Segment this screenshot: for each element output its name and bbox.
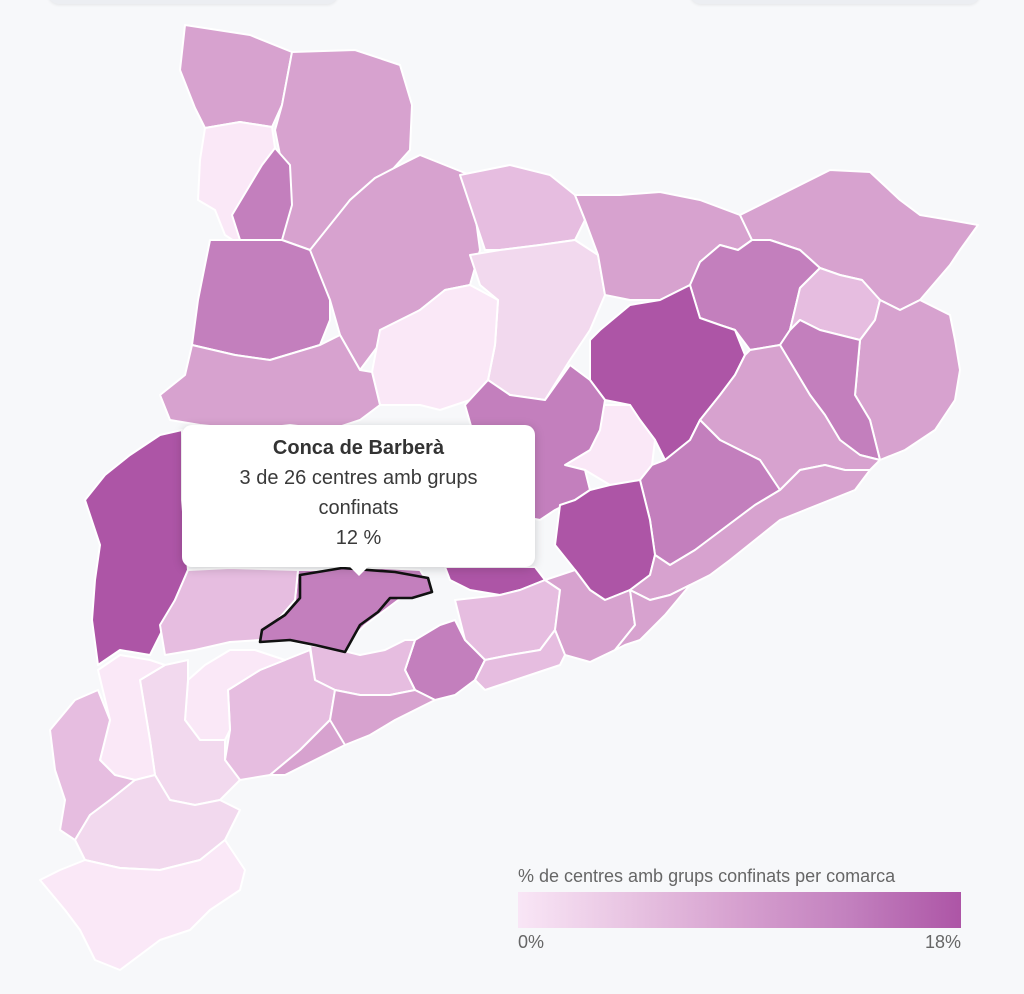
comarca-region[interactable] — [474, 629, 566, 691]
comarca-region[interactable] — [269, 719, 346, 776]
region-tooltip: Conca de Barberà 3 de 26 centres amb gru… — [182, 425, 535, 576]
tooltip-count-line-2: confinats — [318, 497, 399, 519]
top-left-control[interactable] — [48, 0, 338, 4]
top-controls — [0, 0, 1024, 10]
comarca-region[interactable] — [39, 839, 246, 971]
tooltip-count-line: 3 de 26 centres amb grups — [239, 467, 478, 489]
legend-gradient-bar — [518, 892, 961, 928]
comarca-region[interactable] — [191, 239, 331, 361]
legend-min-label: 0% — [518, 932, 545, 952]
comarca-region[interactable] — [179, 24, 293, 129]
top-right-control[interactable] — [690, 0, 980, 4]
tooltip-percentage: 12 % — [335, 527, 382, 549]
tooltip-title: Conca de Barberà — [272, 437, 445, 459]
color-legend: % de centres amb grups confinats per com… — [518, 864, 961, 958]
legend-max-label: 18% — [924, 932, 961, 952]
legend-labels: 0% 18% — [518, 932, 961, 958]
legend-title: % de centres amb grups confinats per com… — [518, 866, 896, 886]
comarca-region[interactable] — [329, 689, 436, 746]
comarca-region[interactable] — [614, 584, 691, 651]
conca-de-barbera-region[interactable] — [258, 566, 434, 654]
